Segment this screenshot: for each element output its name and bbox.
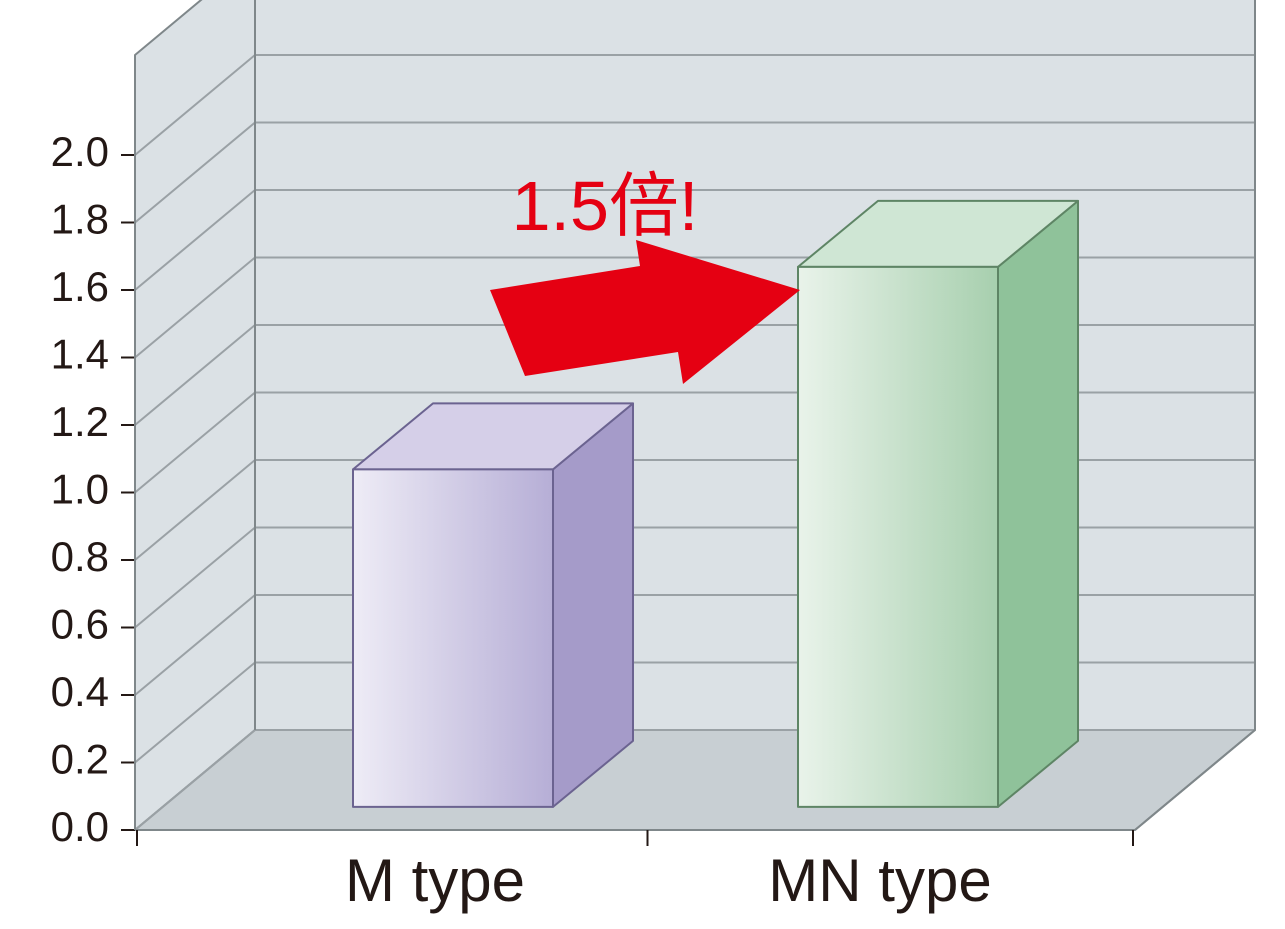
ytick-label: 1.0 (51, 466, 109, 513)
ytick-label: 1.4 (51, 331, 109, 378)
side-wall (135, 0, 255, 830)
ytick-label: 0.4 (51, 668, 109, 715)
ytick-label: 0.2 (51, 736, 109, 783)
ytick-label: 1.2 (51, 398, 109, 445)
category-label: MN type (768, 847, 991, 914)
ytick-label: 2.0 (51, 128, 109, 175)
bar-side (553, 403, 633, 807)
bar-side (998, 201, 1078, 807)
callout-label: 1.5倍! (512, 167, 699, 245)
bar-front (353, 469, 553, 807)
ytick-label: 0.6 (51, 601, 109, 648)
ytick-label: 0.8 (51, 533, 109, 580)
bar-front (798, 267, 998, 807)
floor (135, 730, 1255, 830)
ytick-label: 1.6 (51, 263, 109, 310)
ytick-label: 0.0 (51, 803, 109, 850)
bar-chart-3d: 0.0 0.2 0.4 0.6 0.8 1.0 1.2 1.4 1.6 1.8 2.0 M type M… (0, 0, 1285, 929)
chart-svg: 0.0 0.2 0.4 0.6 0.8 1.0 1.2 1.4 1.6 1.8 2.0 M type M… (0, 0, 1285, 929)
category-label: M type (345, 847, 525, 914)
ytick-label: 1.8 (51, 196, 109, 243)
